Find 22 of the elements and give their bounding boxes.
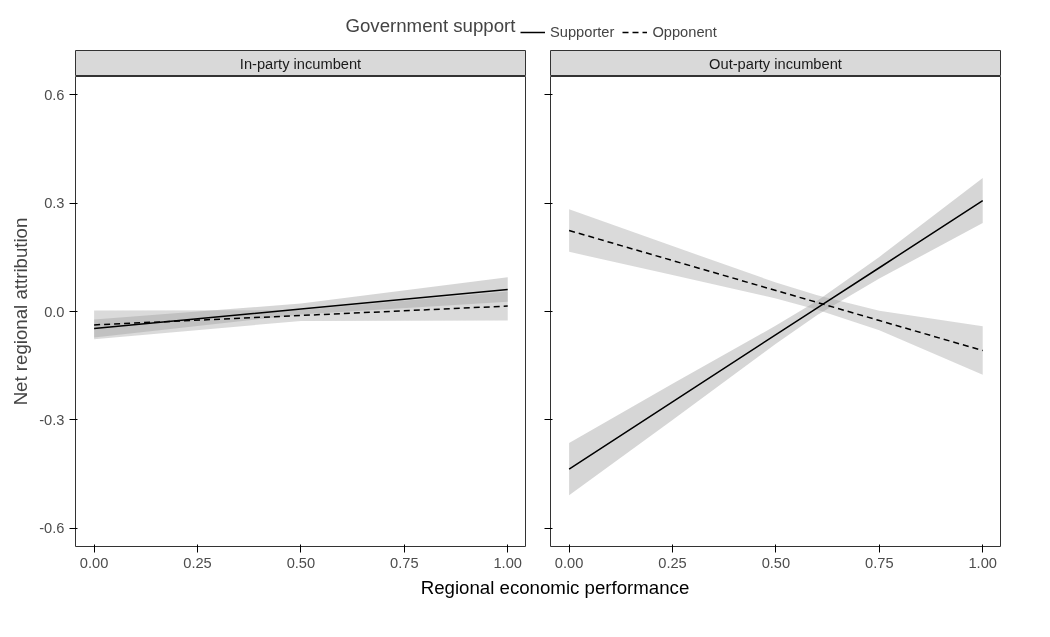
legend-title: Government support [345,15,517,36]
x-tick-label: 1.00 [968,554,997,571]
x-tick-label: 1.00 [493,554,522,571]
x-tick-label: 0.00 [79,554,109,571]
chart-title: Out-party incumbent [709,55,842,72]
x-tick-label: 0.00 [554,554,584,571]
y-axis-title: Net regional attribution [10,217,32,406]
y-tick-label: -0.6 [39,520,65,537]
legend-label: Opponent [652,24,717,40]
legend-label: Supporter [550,24,615,40]
y-tick-label: 0.6 [44,86,65,103]
x-tick-label: 0.75 [865,554,894,571]
x-axis-title: Regional economic performance [420,576,690,600]
x-tick-label: 0.25 [658,554,687,571]
x-tick-label: 0.75 [390,554,419,571]
chart-title: In-party incumbent [239,55,362,72]
y-tick-label: -0.3 [39,411,65,428]
x-tick-label: 0.25 [183,554,212,571]
x-tick-label: 0.50 [761,554,791,571]
y-tick-label: 0.3 [44,195,65,212]
x-tick-label: 0.50 [286,554,316,571]
y-tick-label: 0.0 [44,303,65,320]
